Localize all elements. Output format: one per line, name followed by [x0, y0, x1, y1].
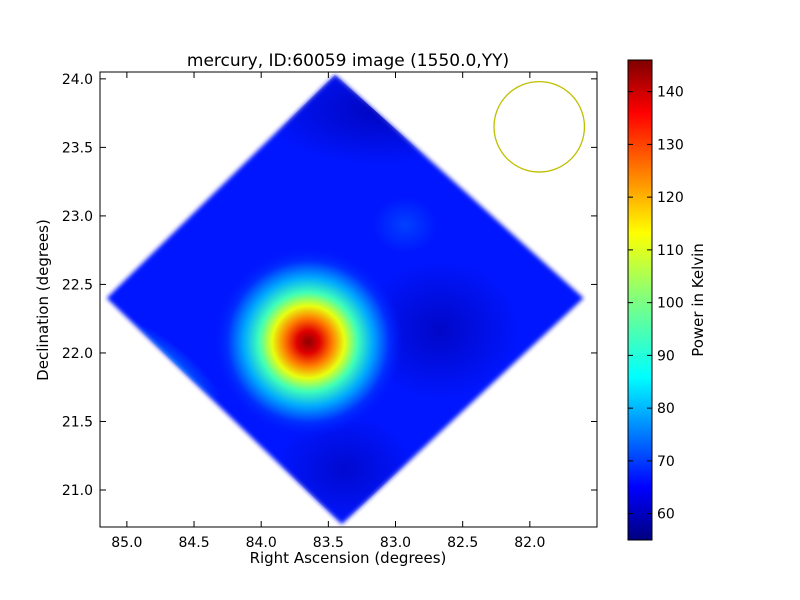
y-axis: 21.0 21.5 22.0 22.5 23.0 23.5 24.0: [62, 72, 597, 499]
hotspot: [213, 246, 404, 437]
x-tick-label: 82.5: [447, 535, 478, 551]
x-tick-label: 83.5: [313, 535, 344, 551]
colorbar-tick-label: 60: [657, 507, 675, 523]
colorbar-tick-label: 100: [657, 296, 684, 312]
x-tick-label: 84.5: [178, 535, 209, 551]
x-tick-label: 84.0: [246, 535, 277, 551]
colorbar-label: Power in Kelvin: [689, 243, 707, 357]
colorbar-tick-label: 90: [657, 348, 675, 364]
warm-blob-right: [373, 197, 437, 253]
y-tick-label: 24.0: [62, 72, 93, 88]
beam-circle: [493, 80, 586, 173]
colorbar-ticks: 60 70 80 90 100 110 120 130 140: [628, 85, 684, 523]
x-tick-label: 85.0: [111, 535, 142, 551]
y-tick-label: 21.5: [62, 414, 93, 430]
y-tick-label: 21.0: [62, 483, 93, 499]
x-tick-label: 83.0: [380, 535, 411, 551]
plot-frame: [99, 71, 598, 528]
colorbar-tick-label: 120: [657, 190, 684, 206]
colorbar-tick-label: 70: [657, 454, 675, 470]
y-axis-label: Declination (degrees): [34, 219, 52, 381]
y-tick-label: 22.5: [62, 277, 93, 293]
y-tick-label: 23.0: [62, 209, 93, 225]
y-tick-label: 22.0: [62, 346, 93, 362]
colorbar-tick-label: 80: [657, 401, 675, 417]
x-axis: 85.0 84.5 84.0 83.5 83.0 82.5 82.0: [111, 72, 545, 551]
x-axis-label: Right Ascension (degrees): [250, 549, 447, 567]
colorbar-tick-label: 110: [657, 243, 684, 259]
x-tick-label: 82.0: [514, 535, 545, 551]
colorbar-tick-label: 130: [657, 137, 684, 153]
chart-title: mercury, ID:60059 image (1550.0,YY): [187, 51, 509, 71]
heatmap-image: [106, 74, 586, 525]
colorbar-tick-label: 140: [657, 85, 684, 101]
y-tick-label: 23.5: [62, 140, 93, 156]
colorbar: [627, 59, 653, 541]
